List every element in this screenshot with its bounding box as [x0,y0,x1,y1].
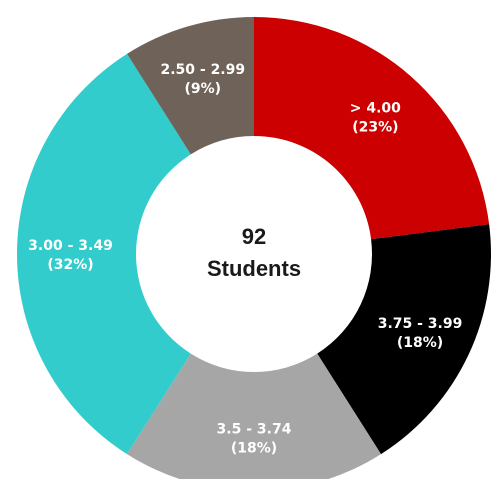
slice-range-label: 2.50 - 2.99 [160,62,245,78]
center-value: 92 [242,224,266,249]
slice-percent-label: (9%) [185,81,222,97]
donut-slice-1 [254,17,490,240]
slice-range-label: > 4.00 [350,100,401,116]
center-caption: Students [207,256,301,281]
slice-percent-label: (32%) [47,257,93,273]
donut-slices [16,17,491,479]
slice-percent-label: (23%) [352,119,398,135]
slice-range-label: 3.75 - 3.99 [378,316,463,332]
slice-percent-label: (18%) [231,441,277,457]
slice-labels: > 4.00 (23%) 3.75 - 3.99 (18%) 3.5 - 3.74 (18… [28,62,462,457]
donut-slice-3 [127,353,381,479]
donut-slice-5 [127,17,254,155]
slice-range-label: 3.5 - 3.74 [217,422,292,438]
donut-slice-2 [317,224,491,455]
slice-range-label: 3.00 - 3.49 [28,238,113,254]
center-label: 92 Students [207,224,301,281]
donut-slice-4 [16,53,191,455]
slice-percent-label: (18%) [397,335,443,351]
